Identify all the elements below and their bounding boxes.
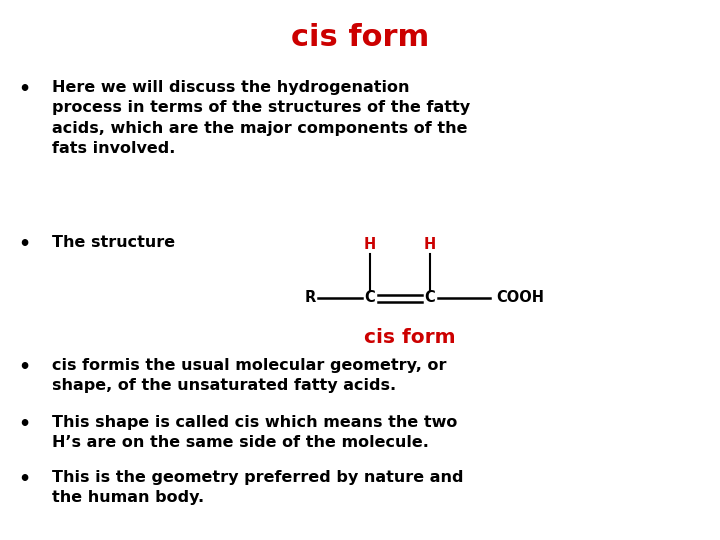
Text: •: •: [18, 358, 30, 377]
Text: •: •: [18, 415, 30, 434]
Text: The structure: The structure: [52, 235, 175, 250]
Text: cis form: cis form: [291, 24, 429, 52]
Text: •: •: [18, 235, 30, 254]
Text: •: •: [18, 470, 30, 489]
Text: This shape is called cis which means the two
H’s are on the same side of the mol: This shape is called cis which means the…: [52, 415, 457, 450]
Text: cis form: cis form: [364, 328, 456, 347]
Text: This is the geometry preferred by nature and
the human body.: This is the geometry preferred by nature…: [52, 470, 464, 505]
Text: H: H: [364, 237, 376, 252]
Text: H: H: [424, 237, 436, 252]
Text: C: C: [364, 291, 375, 306]
Text: Here we will discuss the hydrogenation
process in terms of the structures of the: Here we will discuss the hydrogenation p…: [52, 80, 470, 156]
Text: R: R: [305, 291, 315, 306]
Text: C: C: [425, 291, 436, 306]
Text: COOH: COOH: [496, 291, 544, 306]
Text: cis formis the usual molecular geometry, or
shape, of the unsaturated fatty acid: cis formis the usual molecular geometry,…: [52, 358, 446, 394]
Text: •: •: [18, 80, 30, 99]
